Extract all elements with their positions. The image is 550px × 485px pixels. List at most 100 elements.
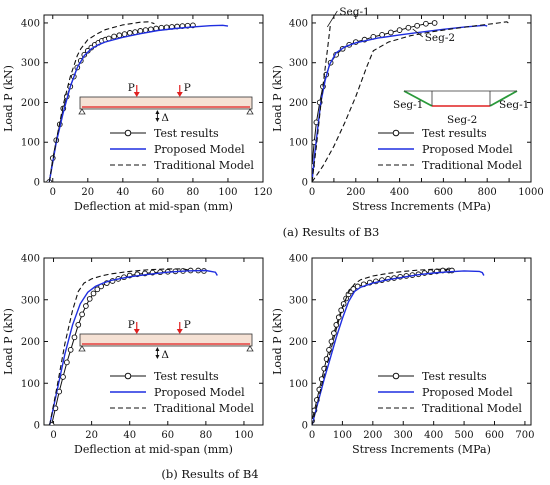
test-point <box>111 33 117 40</box>
test-point <box>137 28 144 34</box>
y-tick-label: 300 <box>289 58 308 69</box>
x-axis-label: Deflection at mid-span (mm) <box>74 200 233 213</box>
legend-marker <box>124 129 132 137</box>
test-point <box>71 334 78 341</box>
y-tick-label: 100 <box>21 138 40 149</box>
annotation-leader <box>412 28 423 38</box>
annotation-leader <box>326 10 338 28</box>
test-point <box>90 290 97 297</box>
y-tick-label: 400 <box>21 18 40 29</box>
test-point <box>60 374 66 380</box>
series-group <box>48 267 218 425</box>
seg-1-right <box>489 90 518 107</box>
legend-label: Proposed Model <box>154 386 245 399</box>
series-traditional-model <box>49 268 191 425</box>
test-point <box>121 31 128 37</box>
x-tick-label: 400 <box>424 430 443 441</box>
x-tick-label: 0 <box>50 430 56 441</box>
plot-frame <box>311 257 532 426</box>
series-proposed-model <box>49 269 218 425</box>
test-point <box>431 20 438 26</box>
test-point <box>414 22 420 29</box>
x-tick-label: 60 <box>161 430 174 441</box>
caption-b: (b) Results of B4 <box>161 467 258 481</box>
y-tick-label: 200 <box>21 98 40 109</box>
test-point <box>331 330 337 337</box>
y-tick-label: 200 <box>289 337 308 348</box>
x-tick-label: 0 <box>309 430 315 441</box>
y-tick-label: 400 <box>289 254 308 265</box>
load-label: P <box>128 319 135 331</box>
y-axis-label: Load P (kN) <box>2 65 15 132</box>
x-tick-label: 60 <box>152 187 165 198</box>
y-tick-label: 300 <box>21 58 40 69</box>
test-point <box>423 20 429 27</box>
x-tick-label: 0 <box>50 187 56 198</box>
x-tick-label: 100 <box>234 430 253 441</box>
x-tick-label: 40 <box>116 187 129 198</box>
y-tick-label: 0 <box>302 421 308 432</box>
plot-frame <box>43 14 264 183</box>
test-point <box>75 321 82 328</box>
load-label: P <box>128 82 135 94</box>
deflection-arrowhead-down <box>155 118 160 122</box>
legend-label: Test results <box>422 127 487 140</box>
legend-label: Test results <box>422 370 487 383</box>
y-tick-label: 400 <box>21 254 40 265</box>
x-tick-label: 600 <box>485 430 504 441</box>
test-point <box>79 311 85 318</box>
legend-label: Proposed Model <box>422 386 513 399</box>
seg-label-mid: Seg-2 <box>447 114 477 126</box>
test-point <box>83 303 89 309</box>
x-tick-label: 20 <box>85 430 98 441</box>
beam-inset-b3: P P Δ <box>78 82 254 124</box>
legend-label: Test results <box>154 370 219 383</box>
x-tick-label: 200 <box>363 430 382 441</box>
load-arrowhead-icon <box>176 92 183 97</box>
beam-body <box>79 333 253 347</box>
x-tick-label: 40 <box>123 430 136 441</box>
y-tick-label: 200 <box>21 337 40 348</box>
load-label: P <box>184 319 191 331</box>
test-point <box>64 359 70 366</box>
y-tick-label: 400 <box>289 18 308 29</box>
legend-label: Proposed Model <box>422 143 513 156</box>
load-arrowhead-icon <box>176 329 183 334</box>
x-axis-label: Deflection at mid-span (mm) <box>74 443 233 456</box>
series-proposed-model <box>312 270 485 425</box>
annotation-label: Seg-2 <box>425 32 455 44</box>
y-tick-label: 300 <box>289 295 308 306</box>
test-point <box>126 30 133 36</box>
load-label: P <box>184 82 191 94</box>
x-axis-label: Stress Increments (MPa) <box>352 443 491 456</box>
legend-label: Traditional Model <box>154 159 254 172</box>
y-tick-label: 0 <box>34 421 40 432</box>
annotation-label: Seg-1 <box>339 6 369 18</box>
x-tick-label: 100 <box>218 187 237 198</box>
load-arrowhead-icon <box>133 92 140 97</box>
deflection-arrowhead-up <box>155 347 160 351</box>
x-tick-label: 300 <box>394 430 413 441</box>
support-icon <box>246 108 254 115</box>
y-tick-label: 100 <box>289 379 308 390</box>
y-tick-label: 100 <box>21 379 40 390</box>
chart-b3-deflection: 0 20 40 60 80 100 120 0 100 200 300 400 Deflection a… <box>2 14 273 213</box>
x-tick-label: 200 <box>346 187 365 198</box>
x-tick-label: 80 <box>200 430 213 441</box>
legend-marker <box>392 372 400 380</box>
y-tick-label: 200 <box>289 98 308 109</box>
x-tick-label: 120 <box>253 187 272 198</box>
seg-label-left: Seg-1 <box>393 99 423 111</box>
series-traditional-model <box>312 22 332 182</box>
segment-inset: Seg-1 Seg-2 Seg-1 <box>393 90 529 126</box>
load-arrowhead-icon <box>133 329 140 334</box>
x-tick-label: 400 <box>390 187 409 198</box>
x-tick-label: 100 <box>333 430 352 441</box>
caption-a: (a) Results of B3 <box>283 225 380 239</box>
series-traditional-model-seg-2- <box>312 21 510 182</box>
legend-label: Test results <box>154 127 219 140</box>
deflection-arrowhead-up <box>155 110 160 114</box>
beam-inset-b4: P P Δ <box>78 319 254 361</box>
test-point <box>116 32 123 39</box>
